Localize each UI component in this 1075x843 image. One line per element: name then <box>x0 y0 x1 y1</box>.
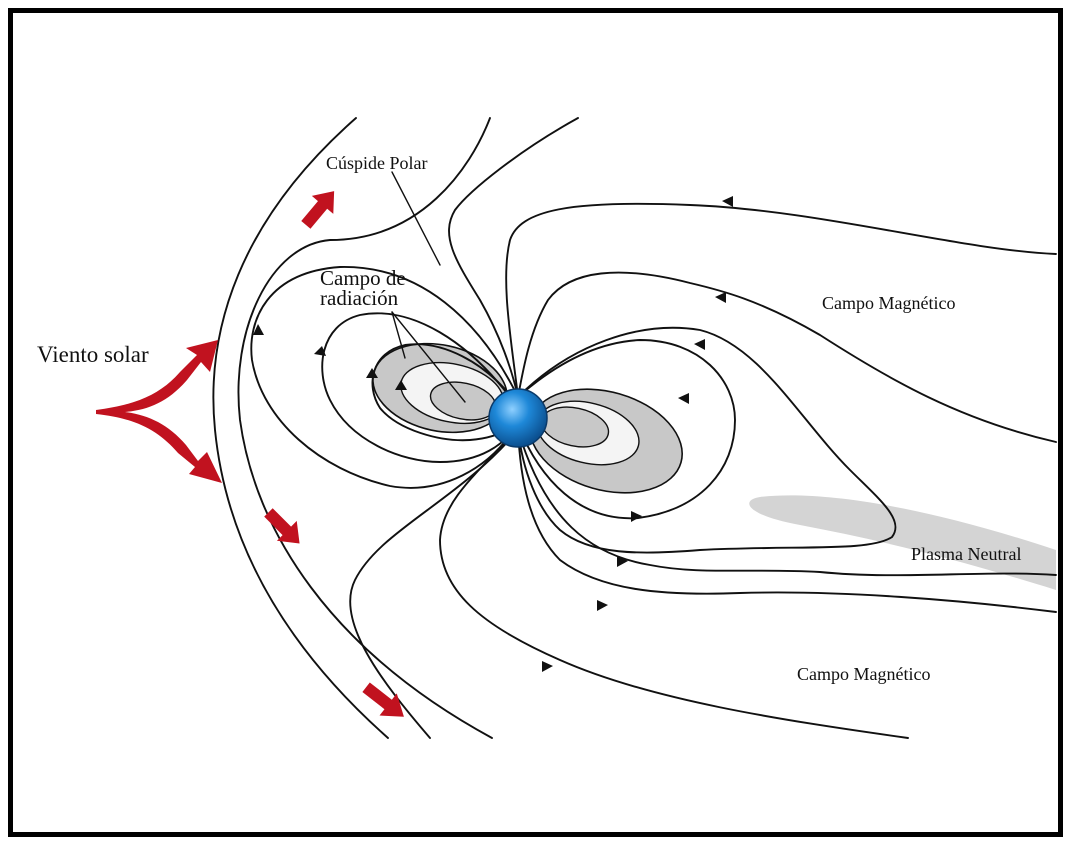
arrowhead <box>617 556 628 567</box>
arrowhead <box>597 600 608 611</box>
arrowhead <box>631 511 642 522</box>
field-line-cusp <box>448 117 579 398</box>
field-line-closed-nightside-1 <box>517 339 736 520</box>
red-arrow-icon <box>264 508 300 544</box>
red-arrow-icon <box>362 682 404 717</box>
arrowhead <box>542 661 553 672</box>
solar-wind-label: Viento solar <box>37 342 149 367</box>
solar-wind-arrows <box>96 191 404 717</box>
radiation-belts <box>372 342 683 494</box>
neutral-plasma-label: Plasma Neutral <box>911 544 1022 564</box>
radiation-pointer-2 <box>391 311 466 403</box>
field-line-tail-lower-1 <box>517 427 1057 613</box>
arrowhead <box>694 339 705 350</box>
field-arrows <box>253 196 733 672</box>
magnetic-field-label-upper: Campo Magnético <box>822 293 956 313</box>
arrowhead <box>253 324 264 335</box>
arrowhead <box>314 346 326 356</box>
field-line-closed-nightside-2 <box>517 326 897 554</box>
field-lines <box>212 117 1057 739</box>
arrowhead <box>715 292 726 303</box>
arrowhead <box>366 368 378 378</box>
magnetic-field-label-lower: Campo Magnético <box>797 664 931 684</box>
field-line-magnetopause-lower <box>439 429 909 739</box>
field-line-tail-1 <box>505 202 1057 398</box>
bow-shock-outer <box>212 117 389 739</box>
earth-globe-icon <box>488 388 548 448</box>
arrowhead <box>395 380 407 390</box>
arrowhead <box>722 196 733 207</box>
polar-cusp-label: Cúspide Polar <box>326 153 428 173</box>
field-line-closed-3 <box>371 343 519 442</box>
arrowhead <box>678 393 689 404</box>
field-line-tail-2 <box>517 271 1057 443</box>
plasma-sheet <box>749 495 1056 590</box>
field-line-dayside-lower <box>349 429 519 739</box>
field-line-tail-lower-2 <box>517 429 1057 577</box>
field-line-closed-dayside <box>250 266 519 489</box>
field-line-closed-2 <box>321 312 519 463</box>
solar-wind-fork-arrow <box>96 340 222 483</box>
cusp-pointer <box>391 171 441 266</box>
radiation-pointer-1 <box>391 311 406 359</box>
bow-shock-middle <box>237 117 493 739</box>
red-arrow-icon <box>301 191 335 229</box>
radiation-field-label: Campo de radiación <box>320 266 406 310</box>
